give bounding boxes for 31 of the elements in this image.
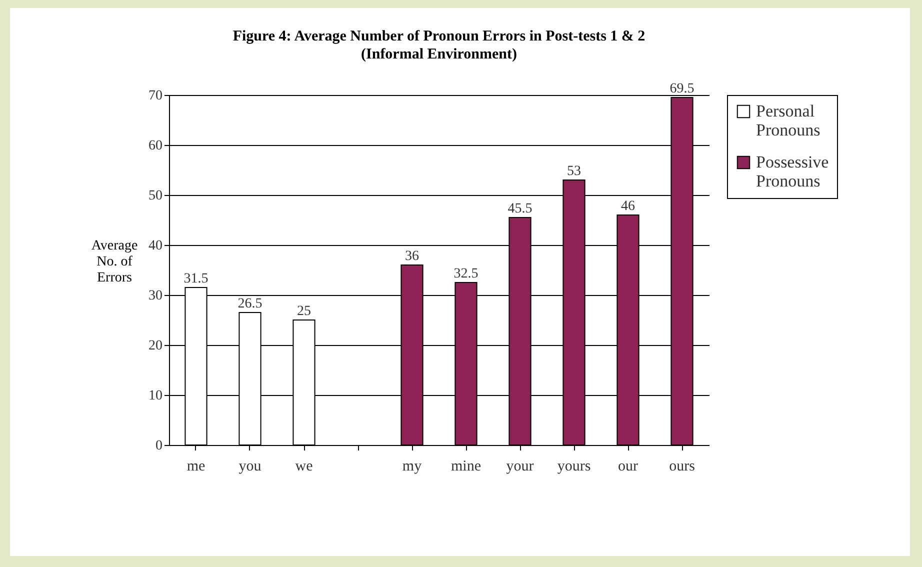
y-tick-label: 70 <box>148 88 162 104</box>
x-tick-label: your <box>506 458 534 474</box>
x-tick-label: me <box>186 458 206 474</box>
data-label: 31.5 <box>184 272 208 286</box>
data-label: 36 <box>405 249 419 264</box>
chart-subtitle: (Informal Environment) <box>361 46 517 62</box>
data-label: 46 <box>621 199 635 214</box>
x-tick-label: ours <box>669 458 696 474</box>
data-label: 25 <box>297 304 311 319</box>
x-tick-label: my <box>402 458 422 474</box>
x-tick-label: mine <box>451 458 482 474</box>
data-label: 69.5 <box>670 82 694 96</box>
y-tick-label: 30 <box>148 288 162 304</box>
data-label: 32.5 <box>454 266 478 282</box>
y-tick-label: 60 <box>148 138 162 154</box>
y-tick-label: 50 <box>148 188 162 204</box>
chart-title: Figure 4: Average Number of Pronoun Errors in Post-tests 1 & 2 <box>232 28 646 44</box>
y-tick-label: 10 <box>148 388 162 404</box>
data-label: 53 <box>567 164 581 179</box>
x-tick-label: yours <box>557 458 591 474</box>
x-tick-label: you <box>238 458 262 474</box>
x-tick-label: we <box>295 458 314 474</box>
legend-label: Personal Pronouns <box>756 102 820 140</box>
y-tick-label: 40 <box>148 238 162 254</box>
y-axis-title: Average No. of Errors <box>91 238 138 286</box>
legend-label: Possessive Pronouns <box>756 152 829 190</box>
x-tick-label: our <box>618 458 638 474</box>
data-label: 26.5 <box>238 296 262 312</box>
data-label: 45.5 <box>508 202 532 216</box>
y-tick-label: 20 <box>148 338 162 354</box>
y-tick-label: 0 <box>156 438 162 454</box>
